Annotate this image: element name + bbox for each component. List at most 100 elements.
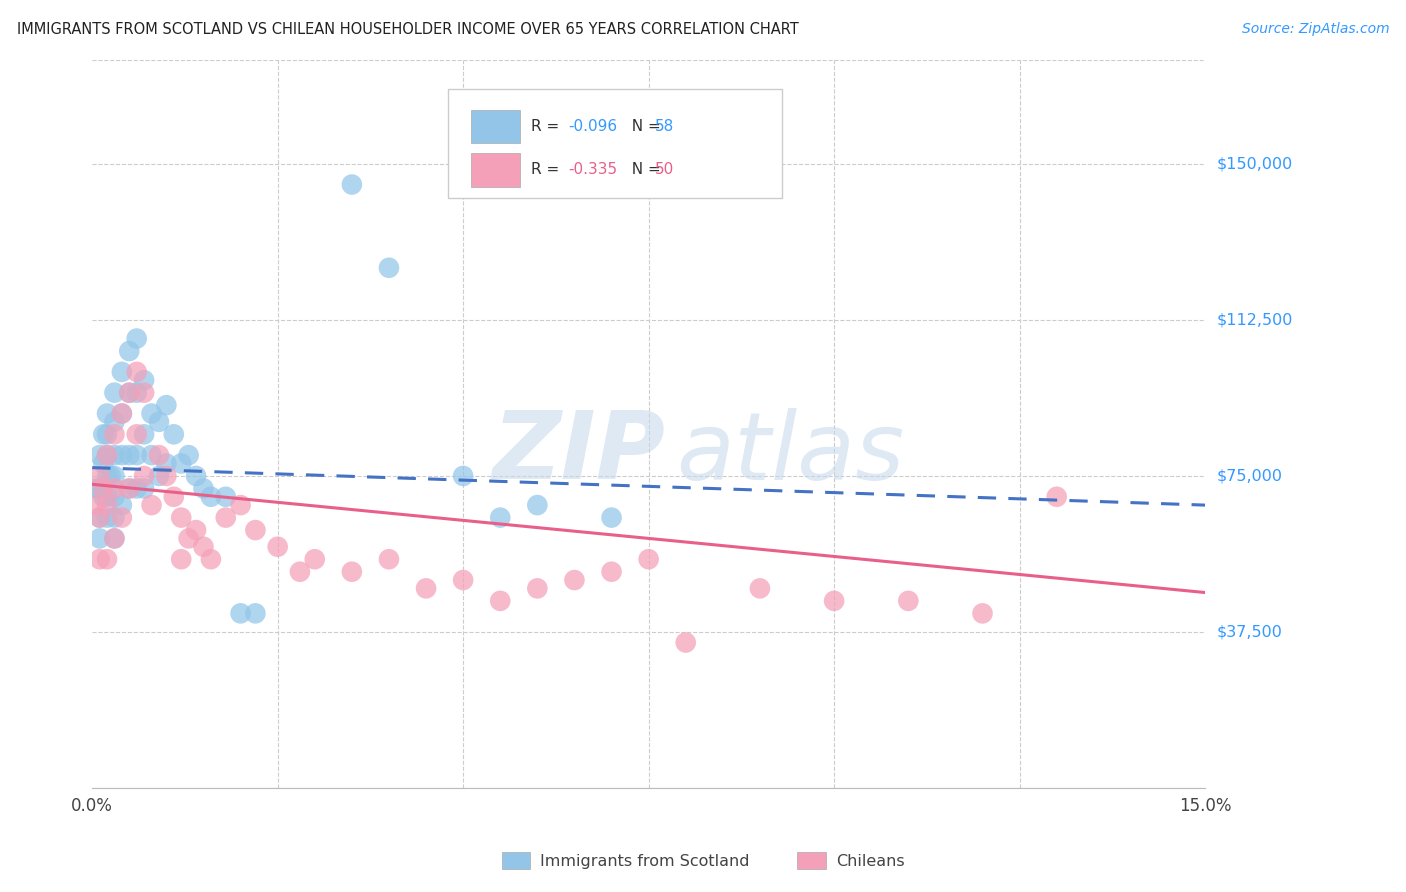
Point bbox=[184, 523, 207, 537]
Point bbox=[141, 407, 163, 421]
Point bbox=[675, 635, 697, 649]
Point bbox=[96, 448, 118, 462]
Point bbox=[451, 469, 474, 483]
Point bbox=[184, 469, 207, 483]
Point bbox=[1046, 490, 1069, 504]
Point bbox=[177, 532, 200, 546]
Point bbox=[103, 427, 125, 442]
Point bbox=[89, 510, 111, 524]
Point bbox=[972, 607, 994, 621]
Point bbox=[103, 415, 125, 429]
Point bbox=[193, 540, 215, 554]
Point bbox=[103, 482, 125, 496]
Point bbox=[96, 498, 118, 512]
Point bbox=[215, 510, 238, 524]
Point bbox=[111, 407, 134, 421]
Text: $112,500: $112,500 bbox=[1216, 312, 1292, 327]
Point bbox=[118, 344, 141, 359]
Point bbox=[118, 385, 141, 400]
Point bbox=[111, 407, 134, 421]
Point bbox=[415, 582, 437, 596]
Text: -0.335: -0.335 bbox=[568, 162, 617, 178]
Point bbox=[823, 594, 845, 608]
Point bbox=[378, 552, 401, 566]
FancyBboxPatch shape bbox=[449, 88, 782, 198]
Text: -0.096: -0.096 bbox=[568, 119, 617, 134]
Point bbox=[96, 469, 118, 483]
Text: ZIP: ZIP bbox=[492, 407, 665, 499]
Point bbox=[526, 582, 548, 596]
Point bbox=[897, 594, 920, 608]
Point bbox=[177, 448, 200, 462]
Point bbox=[103, 448, 125, 462]
Point bbox=[111, 510, 134, 524]
Point bbox=[200, 490, 222, 504]
Point bbox=[103, 385, 125, 400]
Point bbox=[170, 552, 193, 566]
Point bbox=[89, 469, 111, 483]
Point bbox=[91, 490, 114, 504]
Point bbox=[141, 498, 163, 512]
Point bbox=[96, 552, 118, 566]
Point bbox=[84, 498, 107, 512]
Point bbox=[125, 427, 148, 442]
Point bbox=[155, 398, 177, 412]
Point bbox=[132, 469, 155, 483]
Point bbox=[637, 552, 659, 566]
Point bbox=[118, 448, 141, 462]
Point bbox=[111, 498, 134, 512]
Point bbox=[111, 365, 134, 379]
Point bbox=[266, 540, 288, 554]
Text: Source: ZipAtlas.com: Source: ZipAtlas.com bbox=[1241, 22, 1389, 37]
Text: 50: 50 bbox=[655, 162, 675, 178]
Point bbox=[103, 510, 125, 524]
Text: 58: 58 bbox=[655, 119, 675, 134]
Point bbox=[118, 482, 141, 496]
Point bbox=[170, 457, 193, 471]
Point bbox=[96, 407, 118, 421]
Point bbox=[103, 532, 125, 546]
Text: $75,000: $75,000 bbox=[1216, 468, 1282, 483]
Point bbox=[245, 523, 267, 537]
Point bbox=[215, 490, 238, 504]
Point bbox=[141, 448, 163, 462]
Point bbox=[125, 385, 148, 400]
Point bbox=[193, 482, 215, 496]
Text: atlas: atlas bbox=[676, 408, 904, 499]
Point bbox=[229, 498, 252, 512]
Point bbox=[103, 532, 125, 546]
Point bbox=[96, 427, 118, 442]
Point bbox=[132, 385, 155, 400]
Point bbox=[155, 457, 177, 471]
Point bbox=[96, 510, 118, 524]
Point bbox=[600, 565, 623, 579]
Point bbox=[111, 448, 134, 462]
Point bbox=[489, 594, 512, 608]
Text: N =: N = bbox=[621, 162, 665, 178]
Point bbox=[125, 482, 148, 496]
Text: $150,000: $150,000 bbox=[1216, 156, 1292, 171]
FancyBboxPatch shape bbox=[471, 153, 520, 186]
Point bbox=[148, 469, 170, 483]
Point bbox=[91, 427, 114, 442]
Point bbox=[132, 373, 155, 387]
Text: N =: N = bbox=[621, 119, 665, 134]
Point bbox=[125, 332, 148, 346]
Point bbox=[100, 469, 122, 483]
Point bbox=[132, 482, 155, 496]
Point bbox=[600, 510, 623, 524]
Point bbox=[148, 415, 170, 429]
Point bbox=[96, 490, 118, 504]
Text: $37,500: $37,500 bbox=[1216, 624, 1282, 640]
Point bbox=[89, 482, 111, 496]
Point bbox=[526, 498, 548, 512]
Point bbox=[748, 582, 770, 596]
Point bbox=[340, 178, 363, 192]
Point bbox=[163, 427, 186, 442]
Point bbox=[170, 510, 193, 524]
Text: R =: R = bbox=[530, 162, 564, 178]
Point bbox=[89, 510, 111, 524]
Legend: Immigrants from Scotland, Chileans: Immigrants from Scotland, Chileans bbox=[495, 846, 911, 875]
Point bbox=[564, 573, 586, 587]
Point bbox=[91, 482, 114, 496]
